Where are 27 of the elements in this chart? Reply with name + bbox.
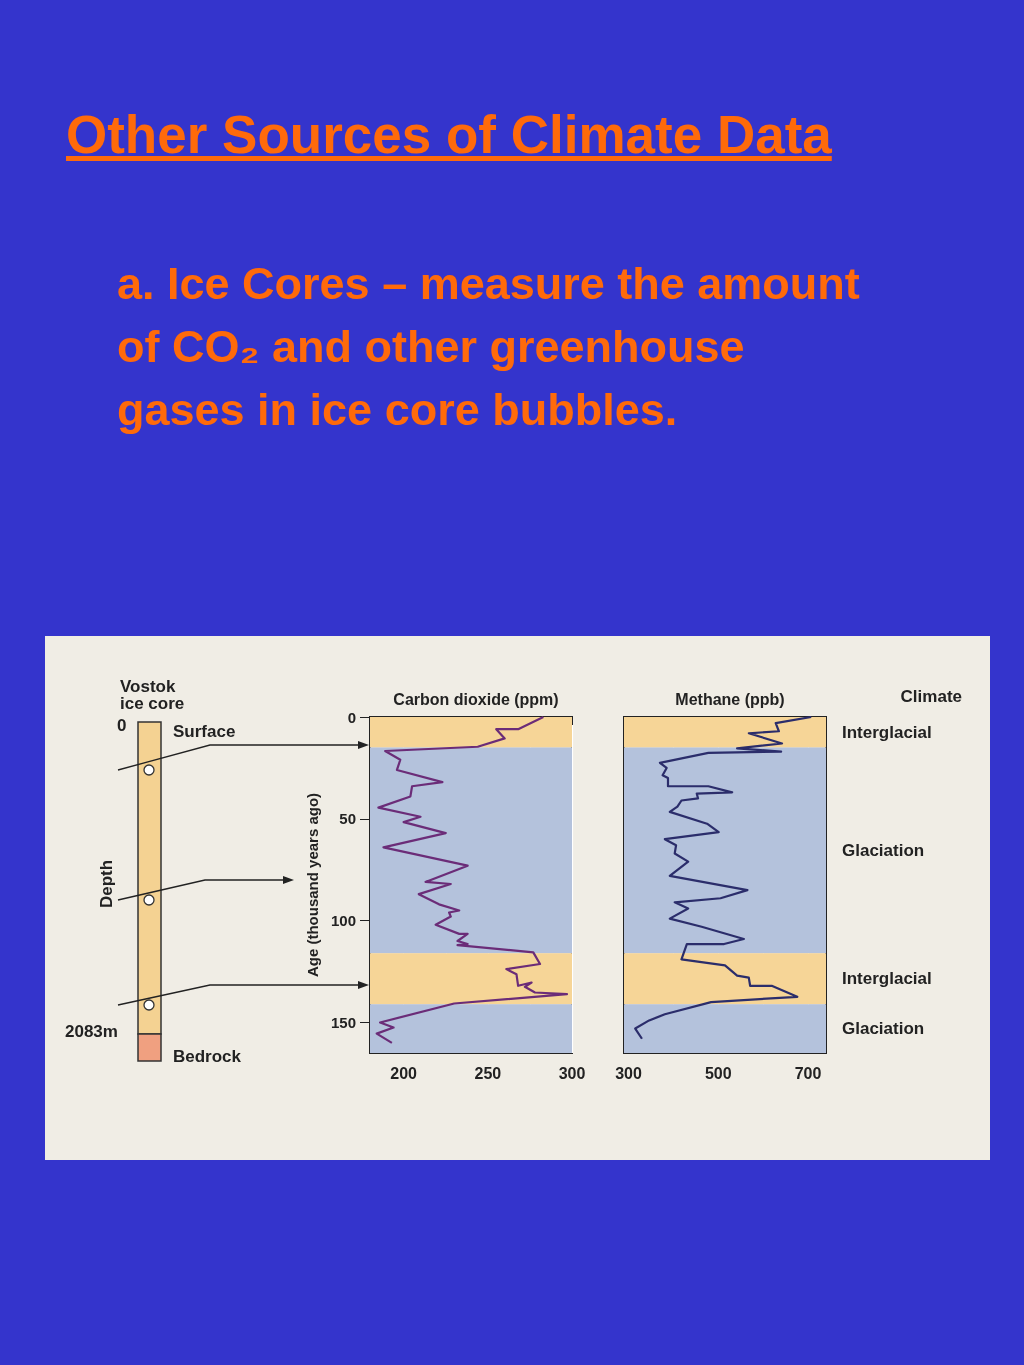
- y-tick-label: 100: [330, 912, 356, 930]
- text: 0: [117, 716, 127, 736]
- x-tick-label: 300: [558, 1064, 586, 1082]
- band-label: Glaciation: [842, 840, 925, 860]
- text: Bedrock: [173, 1047, 242, 1067]
- x-tick-label: 250: [474, 1064, 502, 1082]
- y-axis-title: Age (thousand years ago): [304, 792, 322, 978]
- x-tick-label: 500: [704, 1064, 732, 1082]
- text: Surface: [173, 722, 236, 742]
- chart-title: Carbon dioxide (ppm): [393, 690, 559, 708]
- x-tick-label: 300: [615, 1064, 642, 1082]
- text: 2083m: [65, 1022, 118, 1042]
- y-tick-label: 50: [339, 810, 356, 828]
- x-tick-label: 200: [390, 1064, 418, 1082]
- band-label: Interglacial: [842, 969, 932, 989]
- band-label: Interglacial: [842, 722, 932, 742]
- text: Climate: [900, 687, 963, 706]
- chart-title: Methane (ppb): [675, 690, 785, 708]
- text: Vostok ice core: [120, 677, 186, 713]
- y-tick-label: 150: [330, 1013, 356, 1031]
- x-tick-label: 700: [794, 1064, 822, 1082]
- y-tick-label: 0: [347, 708, 356, 726]
- text: a. Ice Cores – measure the amount of CO₂ and other greenhouse gases in ice core bubbles.: [117, 257, 861, 437]
- line-series: [375, 715, 569, 1044]
- band-label: Glaciation: [842, 1019, 925, 1039]
- text: Other Sources of Climate Data: [66, 104, 832, 165]
- text: Depth: [97, 859, 117, 908]
